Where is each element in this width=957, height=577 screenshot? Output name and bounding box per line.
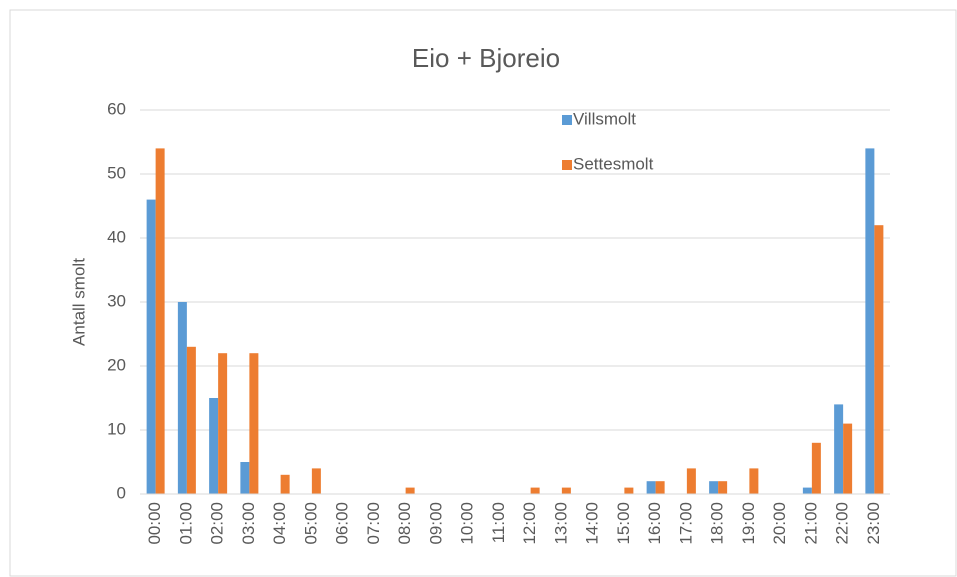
bar — [811, 442, 821, 494]
y-tick-label: 0 — [117, 483, 126, 502]
bar — [209, 398, 219, 494]
legend-swatch — [562, 160, 572, 170]
x-tick-label: 19:00 — [739, 502, 758, 545]
x-tick-label: 18:00 — [708, 502, 727, 545]
bar — [802, 487, 812, 494]
bar — [218, 353, 228, 494]
x-tick-label: 06:00 — [333, 502, 352, 545]
bar — [718, 481, 728, 494]
x-tick-label: 10:00 — [458, 502, 477, 545]
x-tick-label: 22:00 — [833, 502, 852, 545]
y-tick-label: 40 — [107, 227, 126, 246]
x-tick-label: 08:00 — [395, 502, 414, 545]
bar — [865, 148, 875, 494]
x-tick-label: 12:00 — [520, 502, 539, 545]
bar — [874, 225, 884, 494]
legend-label: Villsmolt — [573, 109, 636, 128]
y-axis-title: Antall smolt — [69, 258, 88, 346]
bar — [311, 468, 321, 494]
x-tick-label: 02:00 — [208, 502, 227, 545]
y-tick-label: 30 — [107, 291, 126, 310]
legend-swatch — [562, 115, 572, 125]
x-tick-label: 07:00 — [364, 502, 383, 545]
bar — [749, 468, 759, 494]
bar — [240, 462, 250, 494]
bar — [646, 481, 656, 494]
x-tick-label: 17:00 — [676, 502, 695, 545]
x-tick-label: 23:00 — [864, 502, 883, 545]
y-tick-label: 20 — [107, 355, 126, 374]
x-tick-label: 09:00 — [426, 502, 445, 545]
bar — [177, 302, 187, 494]
bar — [280, 474, 290, 494]
bar — [843, 423, 853, 494]
x-tick-label: 13:00 — [551, 502, 570, 545]
x-tick-label: 14:00 — [583, 502, 602, 545]
y-tick-label: 50 — [107, 163, 126, 182]
x-tick-label: 01:00 — [176, 502, 195, 545]
bar — [686, 468, 696, 494]
bar — [834, 404, 844, 494]
bar — [561, 487, 571, 494]
x-tick-label: 15:00 — [614, 502, 633, 545]
x-tick-label: 21:00 — [801, 502, 820, 545]
chart-frame — [9, 9, 957, 577]
chart-title: Eio + Bjoreio — [412, 43, 560, 73]
bar — [530, 487, 540, 494]
bar — [624, 487, 634, 494]
bar — [249, 353, 259, 494]
x-tick-label: 11:00 — [489, 502, 508, 543]
x-tick-label: 00:00 — [145, 502, 164, 545]
y-tick-label: 10 — [107, 419, 126, 438]
bar — [709, 481, 719, 494]
bar — [405, 487, 415, 494]
x-tick-label: 16:00 — [645, 502, 664, 545]
bar — [155, 148, 165, 494]
bar — [655, 481, 665, 494]
bar — [146, 199, 156, 494]
x-tick-label: 20:00 — [770, 502, 789, 545]
x-tick-label: 04:00 — [270, 502, 289, 545]
x-tick-label: 05:00 — [301, 502, 320, 545]
bar — [186, 346, 196, 494]
x-tick-label: 03:00 — [239, 502, 258, 545]
legend-label: Settesmolt — [573, 154, 654, 173]
y-tick-label: 60 — [107, 99, 126, 118]
